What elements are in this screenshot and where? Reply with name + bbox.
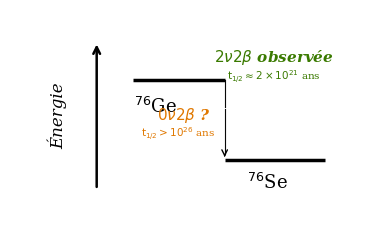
Text: $\mathrm{t}_{1/2}\approx 2 \times 10^{21}$ ans: $\mathrm{t}_{1/2}\approx 2 \times 10^{21… — [227, 68, 321, 85]
Text: Énergie: Énergie — [48, 82, 68, 149]
Text: $\mathrm{t}_{1/2} > 10^{26}$ ans: $\mathrm{t}_{1/2} > 10^{26}$ ans — [141, 125, 216, 142]
Text: $2\nu2\beta$ observée: $2\nu2\beta$ observée — [214, 48, 334, 67]
Text: $^{76}$Se: $^{76}$Se — [247, 173, 288, 193]
Text: $0\nu2\beta$ ?: $0\nu2\beta$ ? — [157, 106, 211, 125]
Text: $^{76}$Ge: $^{76}$Ge — [134, 97, 177, 117]
